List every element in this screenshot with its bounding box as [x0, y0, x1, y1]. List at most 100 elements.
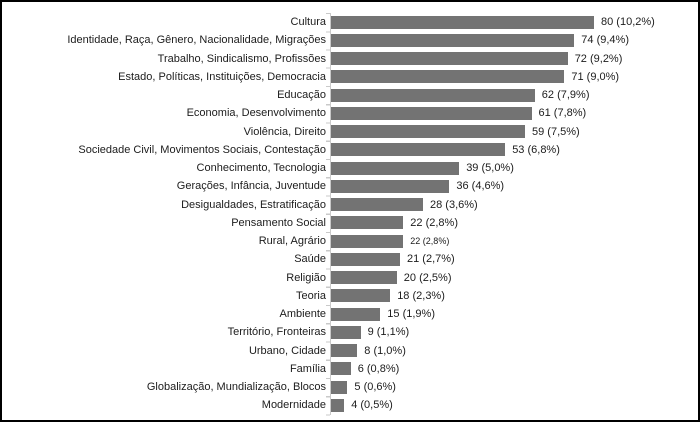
bar — [331, 88, 535, 102]
value-label: 4 (0,5%) — [351, 399, 393, 412]
category-label: Saúde — [294, 253, 326, 266]
bar — [331, 15, 594, 29]
chart-row: Rural, Agrário 22 (2,8%) — [2, 232, 698, 251]
category-label: Desigualdades, Estratificação — [181, 198, 326, 211]
value-label: 80 (10,2%) — [601, 16, 655, 29]
bar — [331, 216, 404, 230]
value-label: 22 (2,8%) — [410, 216, 458, 229]
category-label: Rural, Agrário — [258, 235, 326, 248]
value-label: 74 (9,4%) — [581, 34, 629, 47]
chart-row: Estado, Políticas, Instituições, Democra… — [2, 67, 698, 86]
value-label: 6 (0,8%) — [357, 362, 400, 375]
chart-row: Educação 62 (7,9%) — [2, 86, 698, 105]
category-label: Sociedade Civil, Movimentos Sociais, Con… — [78, 143, 326, 156]
category-label: Educação — [277, 89, 326, 102]
chart-row: Conhecimento, Tecnologia 39 (5,0%) — [2, 159, 698, 178]
bar-chart: Cultura 80 (10,2%) Identidade, Raça, Gêner… — [2, 13, 698, 416]
bar-region: 9 (1,1%) — [330, 323, 698, 342]
bar-region: 5 (0,6%) — [330, 378, 698, 397]
bar-region: 6 (0,8%) — [330, 359, 698, 378]
bar — [331, 271, 397, 285]
chart-row: Território, Fronteiras 9 (1,1%) — [2, 323, 698, 342]
bar — [331, 143, 506, 157]
bar-region: 15 (1,9%) — [330, 305, 698, 324]
chart-row: Desigualdades, Estratificação 28 (3,6%) — [2, 195, 698, 214]
category-label: Trabalho, Sindicalismo, Profissões — [157, 52, 326, 65]
bar — [331, 106, 532, 120]
bar — [331, 325, 361, 339]
value-label: 21 (2,7%) — [407, 253, 455, 266]
value-label: 22 (2,8%) — [410, 236, 450, 247]
chart-row: Identidade, Raça, Gênero, Nacionalidade,… — [2, 31, 698, 50]
chart-row: Modernidade 4 (0,5%) — [2, 396, 698, 415]
value-label: 53 (6,8%) — [512, 143, 560, 156]
bar-region: 22 (2,8%) — [330, 213, 698, 232]
bar-region: 72 (9,2%) — [330, 49, 698, 68]
chart-row: Urbano, Cidade 8 (1,0%) — [2, 341, 698, 360]
bar — [331, 252, 400, 266]
bar — [331, 179, 450, 193]
category-label: Conhecimento, Tecnologia — [196, 162, 326, 175]
category-label: Teoria — [296, 289, 326, 302]
category-label: Ambiente — [279, 308, 326, 321]
chart-row: Ambiente 15 (1,9%) — [2, 305, 698, 324]
category-label: Família — [289, 362, 326, 375]
bar — [331, 161, 460, 175]
bar — [331, 52, 568, 66]
value-label: 39 (5,0%) — [466, 162, 514, 175]
bar — [331, 398, 345, 412]
value-label: 62 (7,9%) — [541, 89, 590, 102]
bar-region: 59 (7,5%) — [330, 122, 698, 141]
bar-region: 28 (3,6%) — [330, 195, 698, 214]
chart-row: Cultura 80 (10,2%) — [2, 13, 698, 32]
chart-row: Globalização, Mundialização, Blocos 5 (0,… — [2, 378, 698, 397]
value-label: 36 (4,6%) — [456, 180, 505, 193]
value-label: 61 (7,8%) — [538, 107, 587, 120]
bar — [331, 289, 391, 303]
bar — [331, 70, 565, 84]
bar — [331, 198, 423, 212]
bar-region: 36 (4,6%) — [330, 177, 698, 196]
category-label: Território, Fronteiras — [227, 326, 326, 339]
bar — [331, 307, 381, 321]
value-label: 15 (1,9%) — [387, 308, 435, 321]
bar-region: 62 (7,9%) — [330, 86, 698, 105]
chart-row: Sociedade Civil, Movimentos Sociais, Con… — [2, 140, 698, 159]
category-label: Economia, Desenvolvimento — [186, 107, 326, 120]
bar — [331, 362, 351, 376]
bar-region: 39 (5,0%) — [330, 159, 698, 178]
category-label: Identidade, Raça, Gênero, Nacionalidade,… — [67, 34, 326, 47]
chart-row: Teoria 18 (2,3%) — [2, 286, 698, 305]
value-label: 72 (9,2%) — [574, 52, 623, 65]
category-label: Urbano, Cidade — [248, 344, 326, 357]
value-label: 9 (1,1%) — [367, 326, 410, 339]
value-label: 18 (2,3%) — [397, 289, 445, 302]
category-label: Globalização, Mundialização, Blocos — [146, 381, 326, 394]
bar-region: 74 (9,4%) — [330, 31, 698, 50]
category-label: Violência, Direito — [243, 125, 326, 138]
bar-region: 61 (7,8%) — [330, 104, 698, 123]
category-label: Cultura — [290, 16, 326, 29]
chart-row: Saúde 21 (2,7%) — [2, 250, 698, 269]
bar-region: 22 (2,8%) — [330, 232, 698, 251]
bar-region: 80 (10,2%) — [330, 13, 698, 32]
bar — [331, 234, 404, 248]
chart-rows: Cultura 80 (10,2%) Identidade, Raça, Gêner… — [2, 13, 698, 415]
bar-region: 21 (2,7%) — [330, 250, 698, 269]
chart-row: Família 6 (0,8%) — [2, 359, 698, 378]
bar-region: 20 (2,5%) — [330, 268, 698, 287]
category-label: Modernidade — [261, 399, 326, 412]
value-label: 71 (9,0%) — [571, 70, 620, 83]
chart-row: Violência, Direito 59 (7,5%) — [2, 122, 698, 141]
chart-row: Pensamento Social 22 (2,8%) — [2, 213, 698, 232]
bar-region: 4 (0,5%) — [330, 396, 698, 415]
bar — [331, 125, 525, 139]
chart-row: Gerações, Infância, Juventude 36 (4,6%) — [2, 177, 698, 196]
bar-region: 18 (2,3%) — [330, 286, 698, 305]
category-label: Pensamento Social — [231, 216, 326, 229]
category-label: Gerações, Infância, Juventude — [176, 180, 326, 193]
value-label: 20 (2,5%) — [403, 271, 452, 284]
value-label: 59 (7,5%) — [532, 125, 580, 138]
bar — [331, 380, 348, 394]
category-label: Estado, Políticas, Instituições, Democra… — [118, 70, 326, 83]
